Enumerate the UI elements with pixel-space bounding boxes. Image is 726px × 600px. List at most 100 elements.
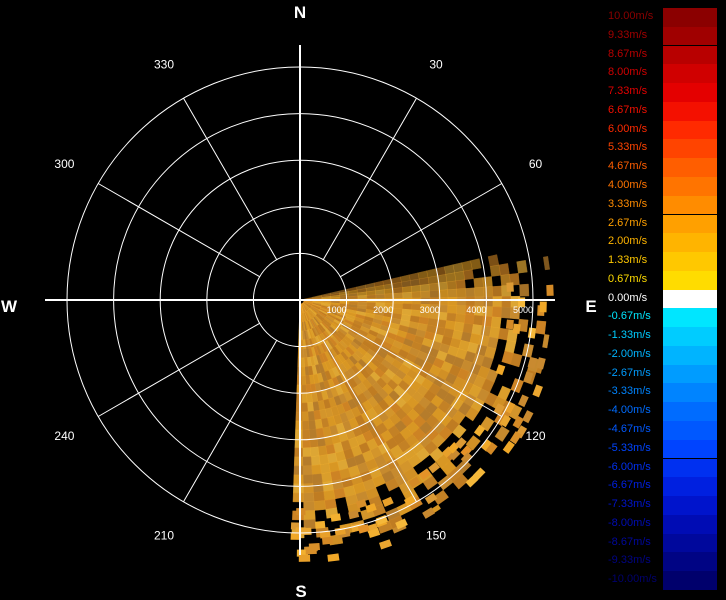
legend-swatch	[663, 252, 717, 271]
azimuth-label: 300	[54, 157, 74, 171]
velocity-bin	[308, 428, 318, 439]
velocity-bin	[446, 312, 457, 323]
legend-entry: -3.33m/s	[607, 383, 717, 403]
velocity-bin	[527, 327, 537, 339]
velocity-bin	[446, 280, 457, 290]
velocity-bin	[427, 275, 439, 285]
velocity-bin	[420, 290, 431, 299]
legend-label: 2.67m/s	[608, 216, 648, 229]
legend-label: 3.33m/s	[608, 197, 648, 210]
velocity-bin	[455, 279, 466, 290]
legend-entry: 10.00m/s	[607, 8, 717, 27]
velocity-bin	[480, 439, 493, 452]
velocity-bin	[290, 532, 302, 540]
legend-entry: 6.67m/s	[607, 101, 717, 121]
legend-swatch	[663, 120, 717, 140]
velocity-bin	[473, 277, 484, 289]
legend-label: -9.33m/s	[608, 554, 651, 567]
legend-swatch	[663, 214, 717, 234]
velocity-bin	[460, 452, 473, 465]
velocity-bin	[333, 487, 346, 500]
legend-swatch	[663, 270, 717, 290]
legend-swatch	[663, 64, 717, 83]
velocity-bin	[410, 285, 421, 293]
velocity-bin	[460, 445, 473, 458]
velocity-bin	[311, 473, 323, 484]
legend-label: -6.00m/s	[608, 460, 651, 473]
velocity-bin	[523, 371, 534, 384]
range-tick-labels: 1000 2000 3000 4000 5000	[327, 305, 533, 315]
legend-label: 8.00m/s	[608, 66, 648, 79]
legend-entry: 9.33m/s	[607, 26, 717, 46]
azimuth-label: 240	[54, 429, 74, 443]
velocity-bin	[465, 474, 479, 488]
range-tick-label: 2000	[373, 305, 393, 315]
velocity-bin	[313, 500, 326, 511]
legend-label: -8.00m/s	[608, 516, 651, 529]
velocity-bin	[408, 476, 421, 488]
legend-label: -4.67m/s	[608, 423, 651, 436]
velocity-bin	[302, 456, 312, 467]
legend-swatch	[663, 439, 717, 459]
legend-label: -2.67m/s	[608, 366, 651, 379]
azimuth-spoke	[340, 183, 503, 278]
velocity-bin	[300, 366, 306, 377]
legend-swatch	[663, 477, 717, 497]
velocity-bin	[365, 503, 377, 513]
legend-label: -5.33m/s	[608, 441, 651, 454]
velocity-bin	[516, 260, 528, 274]
velocity-bin	[464, 314, 475, 325]
velocity-data-layer	[290, 254, 554, 562]
velocity-bin	[429, 290, 440, 298]
velocity-bin	[492, 296, 503, 308]
velocity-bin	[512, 323, 521, 335]
legend-label: 5.33m/s	[608, 141, 648, 154]
legend-swatch	[663, 458, 717, 478]
velocity-bin	[292, 492, 304, 503]
velocity-bin	[375, 515, 388, 526]
velocity-bin	[402, 303, 413, 310]
legend-entry: 6.00m/s	[607, 120, 717, 140]
velocity-bin	[411, 297, 422, 305]
legend-swatch	[663, 533, 717, 553]
velocity-bin	[411, 291, 422, 299]
legend-label: 0.00m/s	[608, 291, 648, 304]
legend-entry: -4.67m/s	[607, 421, 717, 440]
azimuth-labels: 30 60 120 150 210 240 300 330	[54, 57, 545, 542]
legend-entry: 2.00m/s	[607, 233, 717, 252]
velocity-bin	[428, 462, 441, 474]
velocity-bin	[447, 297, 458, 306]
velocity-bin	[301, 402, 309, 413]
azimuth-spoke	[97, 322, 260, 417]
velocity-bin	[356, 499, 367, 509]
velocity-bin	[456, 305, 467, 315]
velocity-bin	[489, 264, 501, 277]
velocity-bin	[382, 496, 394, 507]
legend-entry: 7.33m/s	[607, 83, 717, 102]
velocity-bin	[456, 296, 467, 307]
legend-entry: -6.00m/s	[607, 458, 717, 478]
velocity-bin	[542, 334, 550, 349]
velocity-bin	[301, 420, 310, 431]
velocity-bin	[492, 306, 503, 318]
azimuth-label: 60	[529, 157, 543, 171]
velocity-bin	[367, 528, 381, 539]
velocity-bin	[502, 440, 515, 454]
velocity-bin	[357, 295, 368, 300]
velocity-bin	[305, 375, 311, 386]
velocity-bin	[393, 292, 404, 299]
legend-label: 4.67m/s	[608, 160, 648, 173]
velocity-bin	[300, 348, 305, 359]
legend-entry: -4.00m/s	[607, 402, 717, 421]
compass-north-label: N	[294, 3, 306, 22]
velocity-bin	[418, 277, 430, 286]
legend-label: -0.67m/s	[608, 310, 651, 323]
legend-swatch	[663, 26, 717, 46]
legend-swatch	[663, 8, 717, 27]
velocity-bin	[322, 480, 334, 492]
legend-label: -3.33m/s	[608, 385, 651, 398]
velocity-bin	[465, 406, 480, 422]
legend-label: 1.33m/s	[608, 254, 648, 267]
velocity-bin	[465, 435, 481, 451]
legend-entry: -0.67m/s	[607, 308, 717, 328]
